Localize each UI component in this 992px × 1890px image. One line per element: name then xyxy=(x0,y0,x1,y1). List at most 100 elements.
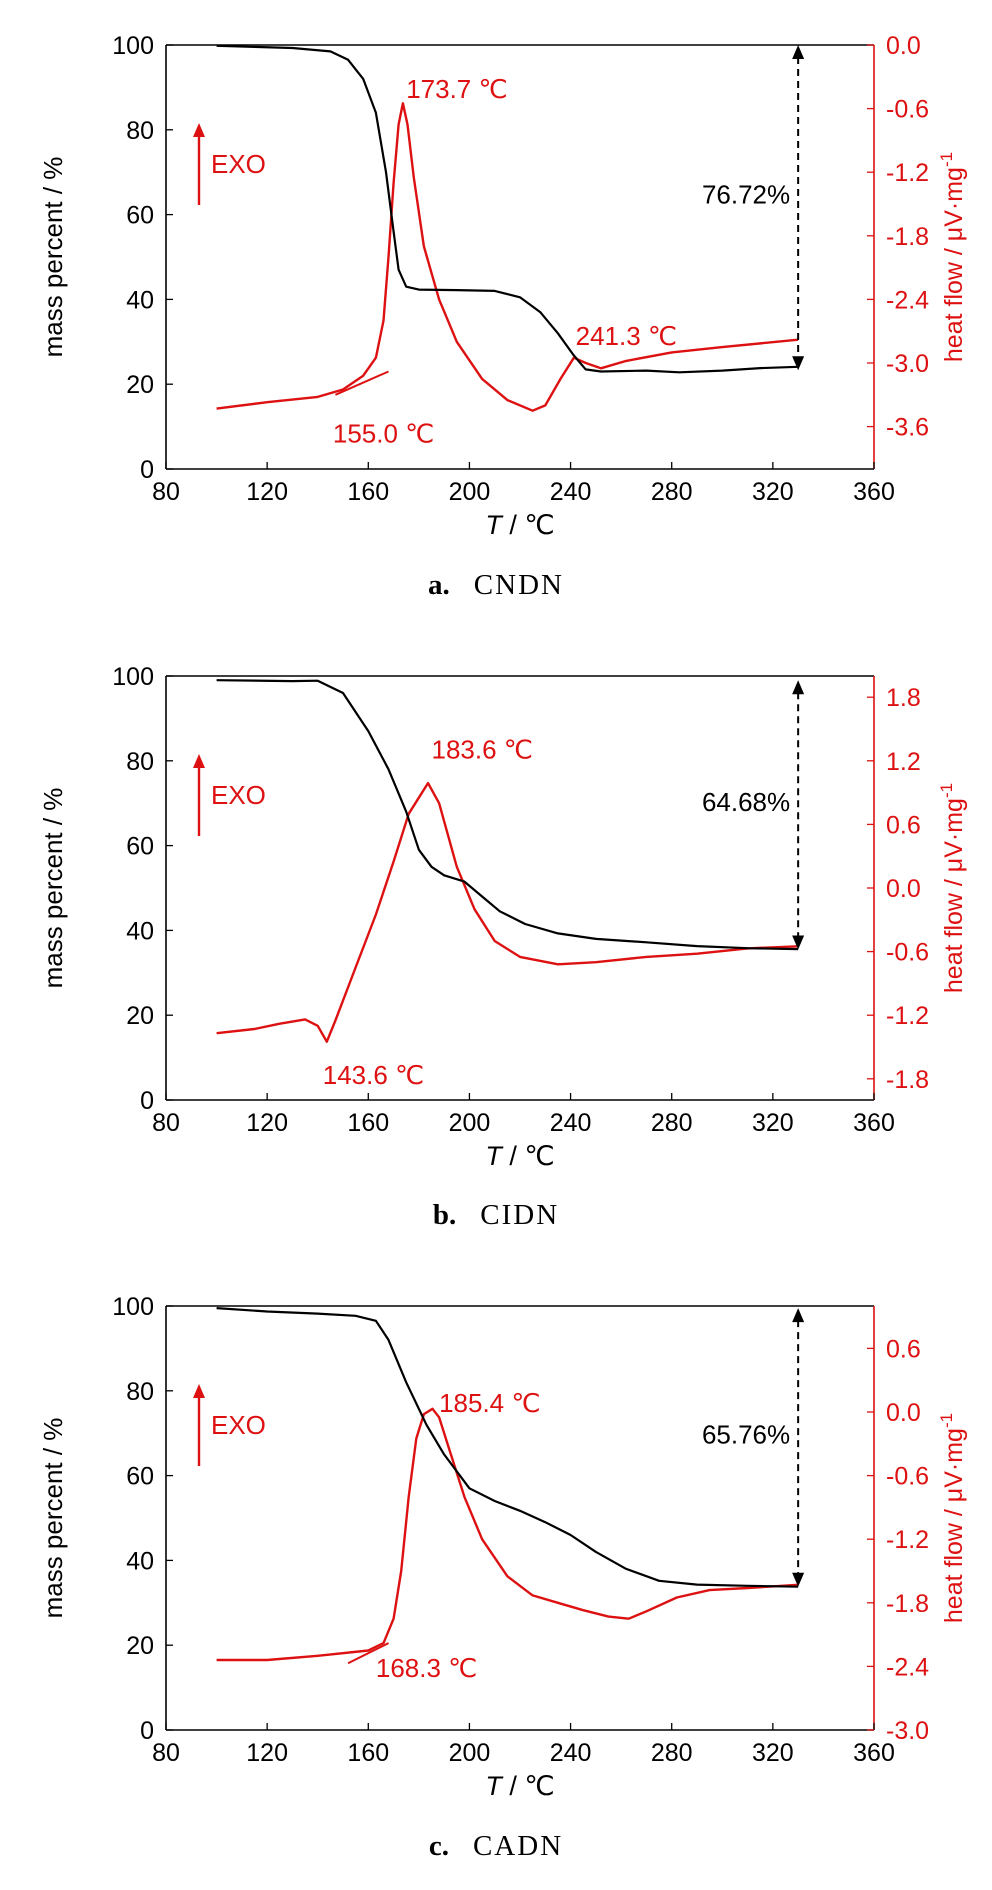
x-tick-label: 120 xyxy=(246,1739,288,1767)
y-left-tick-label: 20 xyxy=(126,1632,154,1660)
y-left-tick-label: 80 xyxy=(126,117,154,145)
y-right-tick-label: -1.2 xyxy=(886,1002,929,1030)
mass-loss-arrow-head-bottom xyxy=(792,356,805,371)
x-tick-label: 200 xyxy=(449,478,491,506)
x-tick-label: 240 xyxy=(550,1739,592,1767)
x-tick-label: 200 xyxy=(449,1109,491,1137)
x-tick-label: 80 xyxy=(152,478,180,506)
y-left-tick-label: 60 xyxy=(126,1463,154,1491)
x-tick-label: 80 xyxy=(152,1739,180,1767)
y-right-tick-label: 0.0 xyxy=(886,1399,921,1427)
x-tick-label: 280 xyxy=(651,1739,693,1767)
exo-label: EXO xyxy=(211,1410,266,1440)
x-tick-label: 200 xyxy=(449,1739,491,1767)
peak-annotation: 168.3 ℃ xyxy=(376,1653,478,1683)
y-right-tick-label: -1.8 xyxy=(886,223,929,251)
y-right-tick-label: -3.0 xyxy=(886,1717,929,1745)
y-left-tick-label: 40 xyxy=(126,1547,154,1575)
mass-loss-arrow-head-bottom xyxy=(792,935,805,950)
x-tick-label: 240 xyxy=(550,478,592,506)
y-right-tick-label: -0.6 xyxy=(886,1463,929,1491)
y-right-tick-label: -2.4 xyxy=(886,286,929,314)
onset-tangent-line xyxy=(347,1642,389,1665)
y-left-tick-label: 100 xyxy=(112,663,154,691)
chart-panel-cndn: 80 120 160 200 240 280 320 360 0 20 40 60 80 100 0.0 -0… xyxy=(38,32,968,601)
y-right-tick-label: -0.6 xyxy=(886,96,929,124)
x-tick-label: 80 xyxy=(152,1109,180,1137)
x-tick-label: 320 xyxy=(752,1109,794,1137)
exo-label: EXO xyxy=(211,149,266,179)
mass-loss-label: 64.68% xyxy=(702,787,790,817)
y-right-axis-label: heat flow / μV·mg-1 xyxy=(937,152,968,362)
y-right-tick-label: -3.0 xyxy=(886,350,929,378)
y-left-tick-label: 80 xyxy=(126,1378,154,1406)
y-left-tick-label: 60 xyxy=(126,833,154,861)
chart-panel-cadn: 80 120 160 200 240 280 320 360 0 20 40 60 80 100 0.6 0.… xyxy=(38,1293,968,1862)
x-tick-label: 160 xyxy=(347,1109,389,1137)
y-right-axis-label: heat flow / μV·mg-1 xyxy=(937,783,968,993)
heat-flow-curve xyxy=(216,102,799,412)
y-left-tick-label: 40 xyxy=(126,286,154,314)
mass-percent-curve xyxy=(216,44,799,374)
x-tick-label: 120 xyxy=(246,478,288,506)
mass-loss-arrow-head-top xyxy=(792,45,805,59)
mass-loss-label: 76.72% xyxy=(702,180,790,210)
peak-annotation: 183.6 ℃ xyxy=(432,735,534,765)
y-left-axis-label: mass percent / % xyxy=(38,157,68,358)
exo-arrow-head xyxy=(193,754,205,768)
x-tick-label: 320 xyxy=(752,1739,794,1767)
y-right-tick-label: -0.6 xyxy=(886,939,929,967)
x-tick-label: 280 xyxy=(651,1109,693,1137)
x-axis-label: T / ℃ xyxy=(485,510,554,540)
x-tick-label: 160 xyxy=(347,1739,389,1767)
exo-arrow-head xyxy=(193,1384,205,1398)
mass-loss-arrow-head-top xyxy=(792,680,805,695)
exo-arrow-head xyxy=(193,123,205,137)
y-right-axis-label: heat flow / μV·mg-1 xyxy=(937,1413,968,1623)
x-tick-label: 360 xyxy=(853,478,895,506)
y-right-tick-label: 0.6 xyxy=(886,811,921,839)
peak-annotation: 241.3 ℃ xyxy=(576,321,678,351)
onset-tangent-line xyxy=(335,370,389,396)
chart-panel-cidn: 80 120 160 200 240 280 320 360 0 20 40 60 80 100 1.8 1.… xyxy=(38,663,968,1231)
y-right-tick-label: -1.8 xyxy=(886,1066,929,1094)
y-left-axis-label: mass percent / % xyxy=(38,1418,68,1619)
peak-annotation: 143.6 ℃ xyxy=(323,1060,425,1090)
x-axis-label: T / ℃ xyxy=(485,1771,554,1801)
x-tick-label: 120 xyxy=(246,1109,288,1137)
y-left-tick-label: 100 xyxy=(112,32,154,60)
y-right-tick-label: 0.0 xyxy=(886,875,921,903)
y-left-tick-label: 0 xyxy=(140,456,154,484)
y-right-tick-label: -3.6 xyxy=(886,414,929,442)
mass-loss-arrow-head-top xyxy=(792,1308,805,1323)
y-left-tick-label: 100 xyxy=(112,1293,154,1321)
mass-loss-label: 65.76% xyxy=(702,1419,790,1449)
y-right-tick-label: 1.2 xyxy=(886,748,921,776)
x-tick-label: 240 xyxy=(550,1109,592,1137)
x-tick-label: 160 xyxy=(347,478,389,506)
y-right-tick-label: 0.0 xyxy=(886,32,921,60)
x-tick-label: 360 xyxy=(853,1739,895,1767)
x-axis-label: T / ℃ xyxy=(485,1141,554,1171)
y-left-tick-label: 60 xyxy=(126,202,154,230)
y-left-axis-label: mass percent / % xyxy=(38,788,68,989)
panel-caption: c. CADN xyxy=(429,1830,563,1862)
mass-percent-curve xyxy=(216,1307,799,1588)
y-right-tick-label: 1.8 xyxy=(886,684,921,712)
y-left-tick-label: 40 xyxy=(126,917,154,945)
mass-loss-arrow-head-bottom xyxy=(792,1572,805,1587)
x-tick-label: 280 xyxy=(651,478,693,506)
y-left-tick-label: 20 xyxy=(126,1002,154,1030)
y-left-tick-label: 0 xyxy=(140,1087,154,1115)
y-right-tick-label: -1.2 xyxy=(886,159,929,187)
y-right-tick-label: -2.4 xyxy=(886,1653,929,1681)
y-left-tick-label: 0 xyxy=(140,1717,154,1745)
heat-flow-curve xyxy=(216,781,799,1043)
peak-annotation: 173.7 ℃ xyxy=(406,74,508,104)
x-tick-label: 360 xyxy=(853,1109,895,1137)
exo-label: EXO xyxy=(211,780,266,810)
x-tick-label: 320 xyxy=(752,478,794,506)
y-right-tick-label: -1.8 xyxy=(886,1590,929,1618)
y-right-tick-label: 0.6 xyxy=(886,1335,921,1363)
